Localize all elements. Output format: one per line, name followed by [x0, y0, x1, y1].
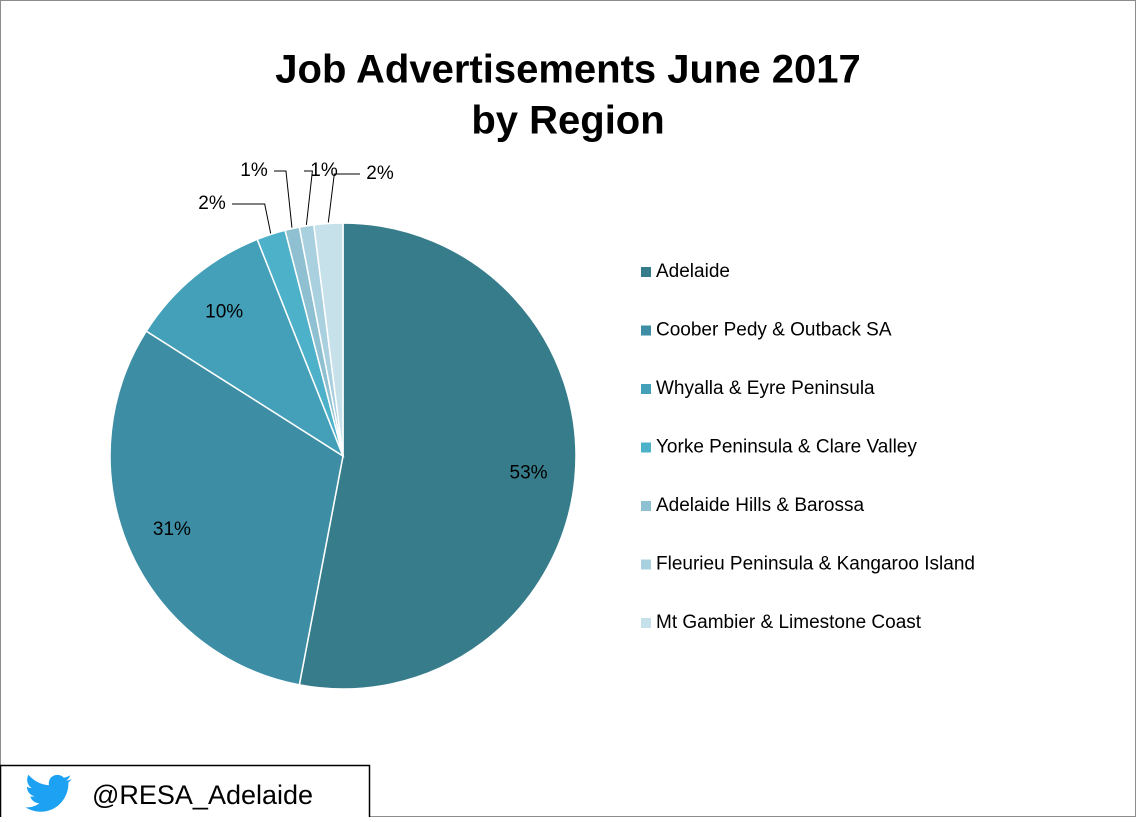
pie-slice	[312, 222, 344, 457]
pie-slice	[145, 238, 345, 458]
chart-title: by Region	[471, 99, 664, 143]
legend-text: Yorke Peninsula & Clare Valley	[656, 437, 917, 458]
data-label: 2%	[366, 163, 394, 184]
data-label: 53%	[510, 463, 548, 484]
legend-text: Adelaide Hills & Barossa	[656, 495, 864, 516]
leader-line	[304, 170, 313, 225]
legend-swatch	[641, 267, 651, 277]
legend-text: Whyalla & Eyre Peninsula	[656, 378, 875, 399]
data-label: 31%	[153, 519, 191, 540]
chart-title: Job Advertisements June 2017	[275, 48, 860, 92]
legend-text: Coober Pedy & Outback SA	[656, 320, 892, 341]
twitter-icon	[25, 774, 73, 812]
data-label: 10%	[205, 301, 243, 322]
legend-swatch	[641, 325, 651, 336]
legend-swatch	[641, 618, 651, 628]
leader-line	[327, 173, 360, 223]
legend-swatch	[641, 442, 651, 453]
data-label: 2%	[198, 193, 226, 214]
legend-swatch	[641, 559, 651, 570]
legend-text: Fleurieu Peninsula & Kangaroo Island	[656, 554, 975, 575]
leader-line	[232, 203, 272, 234]
legend-swatch	[641, 384, 651, 394]
data-label: 1%	[310, 160, 338, 181]
legend-text: Mt Gambier & Limestone Coast	[656, 612, 922, 633]
footer-handle: @RESA_Adelaide	[92, 780, 313, 810]
legend-swatch	[641, 501, 651, 511]
pie-slice	[298, 222, 577, 690]
leader-line	[274, 170, 293, 228]
data-label: 1%	[240, 160, 268, 181]
legend-text: Adelaide	[656, 261, 730, 282]
